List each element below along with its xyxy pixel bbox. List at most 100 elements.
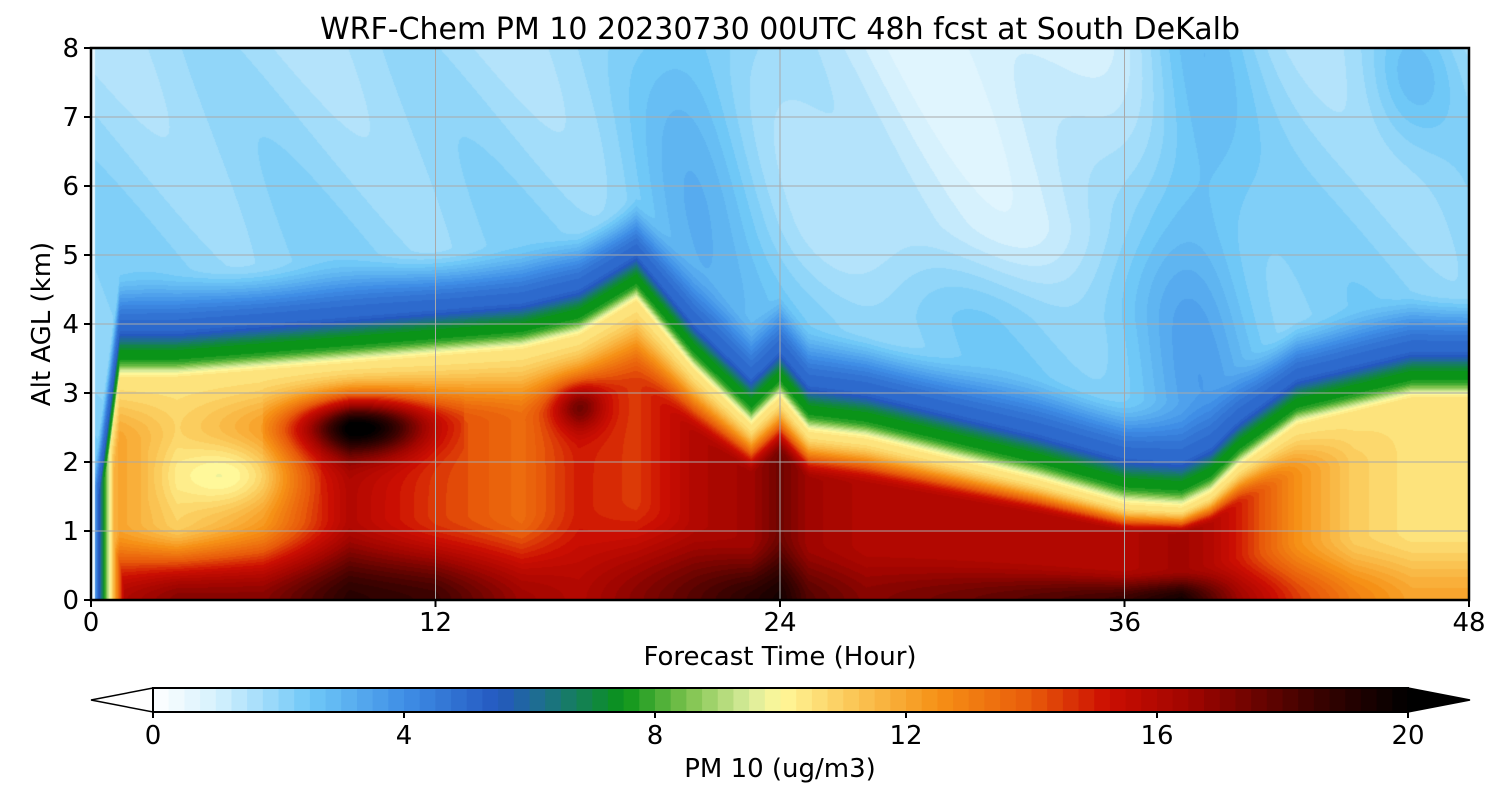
colorbar-segment: [560, 688, 578, 712]
colorbar-segment: [858, 688, 876, 712]
y-tick-label: 6: [62, 172, 79, 202]
colorbar-segment: [294, 688, 311, 712]
colorbar-segment: [309, 688, 327, 712]
y-axis-ticks: 0 1 2 3 4 5 6 7 8: [62, 34, 91, 616]
colorbar-segment: [749, 688, 766, 712]
colorbar-segment: [733, 688, 750, 712]
colorbar-segment: [404, 688, 421, 712]
y-tick-label: 2: [62, 448, 79, 478]
colorbar-segment: [498, 688, 515, 712]
colorbar-tick-label: 16: [1140, 721, 1173, 751]
colorbar-segment: [529, 688, 546, 712]
colorbar-extend-max-arrow: [1407, 687, 1471, 713]
colorbar-tick-label: 4: [396, 721, 413, 751]
colorbar-segment: [1204, 688, 1221, 712]
y-axis-label: Alt AGL (km): [27, 242, 57, 406]
colorbar-segment: [890, 688, 907, 712]
colorbar-tick-label: 12: [889, 721, 922, 751]
x-axis-label: Forecast Time (Hour): [643, 642, 916, 672]
colorbar-segment: [655, 688, 672, 712]
colorbar-segment: [513, 688, 531, 712]
y-tick-label: 7: [62, 103, 79, 133]
colorbar-segment: [639, 688, 656, 712]
colorbar-segment: [686, 688, 703, 712]
colorbar-segment: [1392, 688, 1409, 712]
colorbar-segment: [984, 688, 1001, 712]
colorbar-segment: [1282, 688, 1299, 712]
colorbar-tick-label: 8: [647, 721, 664, 751]
colorbar-segment: [278, 688, 295, 712]
colorbar-segment: [247, 688, 264, 712]
y-tick-label: 4: [62, 310, 79, 340]
colorbar-segment: [388, 688, 405, 712]
colorbar-segment: [702, 688, 719, 712]
colorbar-segment: [1094, 688, 1111, 712]
colorbar-segment: [1172, 688, 1189, 712]
colorbar-segment: [1360, 688, 1378, 712]
colorbar-segment: [1266, 688, 1284, 712]
colorbar-segment: [1235, 688, 1252, 712]
colorbar-segment: [1125, 688, 1142, 712]
colorbar-segment: [780, 688, 797, 712]
colorbar-segment: [1109, 688, 1127, 712]
colorbar-segment: [1376, 688, 1393, 712]
x-tick-label: 36: [1108, 608, 1141, 638]
colorbar-segment: [874, 688, 891, 712]
colorbar-tick-label: 20: [1391, 721, 1424, 751]
x-tick-label: 0: [83, 608, 100, 638]
colorbar-segment: [953, 688, 970, 712]
colorbar-segment: [811, 688, 829, 712]
colorbar-segment: [1078, 688, 1095, 712]
colorbar-segment: [1015, 688, 1033, 712]
x-tick-label: 48: [1452, 608, 1485, 638]
colorbar-segment: [827, 688, 844, 712]
y-tick-label: 1: [62, 517, 79, 547]
colorbar-segment: [1251, 688, 1268, 712]
y-tick-label: 8: [62, 34, 79, 64]
colorbar-segment: [482, 688, 499, 712]
colorbar-segment: [1157, 688, 1174, 712]
colorbar-segment: [1188, 688, 1205, 712]
colorbar-segment: [1000, 688, 1017, 712]
colorbar-segment: [1031, 688, 1048, 712]
colorbar-segment: [1047, 688, 1064, 712]
y-tick-label: 3: [62, 379, 79, 409]
colorbar-segment: [356, 688, 374, 712]
colorbar-segment: [1345, 688, 1362, 712]
colorbar-segment: [168, 688, 185, 712]
colorbar-segment: [764, 688, 782, 712]
colorbar-segment: [968, 688, 986, 712]
colorbar: [90, 687, 1471, 713]
colorbar-segment: [341, 688, 358, 712]
colorbar-segment: [184, 688, 201, 712]
colorbar-segment: [545, 688, 562, 712]
y-tick-label: 0: [62, 586, 79, 616]
colorbar-segment: [623, 688, 640, 712]
colorbar-segment: [607, 688, 625, 712]
colorbar-label: PM 10 (ug/m3): [684, 754, 876, 784]
colorbar-segment: [937, 688, 954, 712]
colorbar-segment: [1298, 688, 1315, 712]
colorbar-ticks: 0 4 8 12 16 20: [145, 712, 1425, 751]
colorbar-tick-label: 0: [145, 721, 162, 751]
colorbar-segment: [1062, 688, 1080, 712]
colorbar-segment: [906, 688, 923, 712]
colorbar-segment: [200, 688, 217, 712]
colorbar-segment: [1141, 688, 1158, 712]
colorbar-segment: [372, 688, 389, 712]
colorbar-segment: [451, 688, 468, 712]
colorbar-segment: [592, 688, 609, 712]
colorbar-segment: [325, 688, 342, 712]
colorbar-segment: [843, 688, 860, 712]
colorbar-segment: [1313, 688, 1331, 712]
colorbar-segment: [1219, 688, 1237, 712]
colorbar-segment: [231, 688, 248, 712]
colorbar-segment: [921, 688, 938, 712]
x-axis-ticks: 0 12 24 36 48: [83, 600, 1486, 638]
colorbar-segment: [215, 688, 233, 712]
colorbar-frame: [152, 687, 1409, 713]
colorbar-segment: [717, 688, 735, 712]
colorbar-segment: [419, 688, 436, 712]
colorbar-segment: [153, 688, 170, 712]
